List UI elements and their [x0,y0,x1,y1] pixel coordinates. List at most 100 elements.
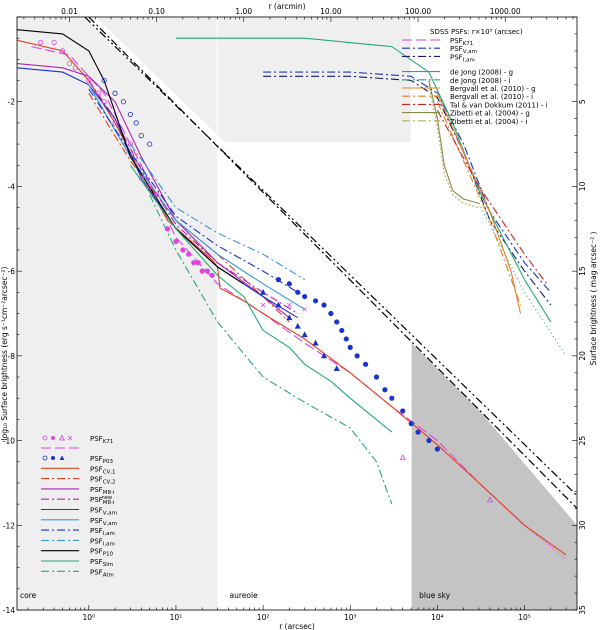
markers-k71-open-circles [38,39,160,198]
region-label-core: core [20,591,37,600]
legend-right-entry: de Jong (2008) - g [402,69,513,77]
legend-symbol-open-circle [42,435,48,441]
series-reference-line-2 [88,17,577,509]
marker-point [101,77,107,84]
marker-point [301,331,308,338]
marker-point [408,421,414,427]
legend-left-label: PSFV,am [90,507,117,517]
marker-point [373,374,380,380]
reference-lines [84,17,577,509]
legend-right-entry: Bergvall et al. (2010) - i [402,93,533,101]
legend-right-label: PSFI,am [450,53,475,63]
marker-point [127,141,133,147]
legends: PSFK71 PSFP03PSFCV,1PSFCV,2PSFM8-iPSFM8-i… [41,28,548,578]
marker-point [195,260,201,266]
marker-point [486,496,493,503]
region-label-aureole: aureole [230,591,259,600]
series-reference-line-1 [84,17,577,497]
series-psf-v-am-light- [88,84,305,310]
legend-left-entry: PSFI,am [41,537,115,547]
legend-left-entry: PSFV,am [41,517,117,527]
marker-point [173,238,179,245]
marker-point [302,306,307,312]
y-right-tick-label: 20 [578,351,587,361]
x-top-axis-title: r (arcmin) [268,2,305,11]
legend-symbol-triangle [59,455,65,460]
marker-point [199,268,205,274]
marker-point [334,319,340,325]
legend-right: SDSS PSFs: r×10³ (arcsec)PSFK71PSFV,amPS… [402,28,548,126]
marker-point [295,289,301,295]
legend-left-entry: PSFSlm [41,558,113,568]
y-left-tick-label: -6 [8,267,16,276]
legend-left-entry: PSFI,am [41,527,115,537]
legend-right-title: SDSS PSFs: r×10³ (arcsec) [430,28,523,36]
marker-point [343,336,349,342]
x-top-tick-label: 1.00 [235,7,252,16]
series-psf-i-am-blue- [88,88,305,298]
marker-point [294,322,301,329]
series-psf-m8-i [17,63,290,319]
legend-right-entry: PSFK71 [402,37,473,47]
marker-point [276,306,281,312]
series-psf-v-am-blue- [17,67,299,319]
legend-symbol-filled-circle [51,456,55,460]
marker-point [347,344,353,350]
y-left-tick-label: -12 [3,521,15,530]
marker-point [400,408,406,414]
marker-point [72,65,78,71]
x-top-tick-label: 0.10 [148,7,165,16]
marker-point [127,111,133,118]
marker-point [120,99,127,105]
legend-right-entry: Bergvall et al. (2010) - g [402,85,536,93]
legend-right-label: PSFV,am [450,45,477,55]
marker-point [112,90,118,96]
y-right-tick-label: 30 [578,520,587,530]
markers-p03-triangles [260,288,340,371]
marker-point [209,272,215,278]
x-top-tick-label: 100.00 [405,7,431,16]
region-bluesky-shade [411,330,577,610]
marker-point [275,301,282,308]
marker-point [302,293,308,300]
region-backgrounds [17,17,577,610]
legend-left-label: PSFI,am [90,527,115,537]
legend-right-label: de Jong (2008) - g [450,69,513,77]
marker-point [101,99,107,105]
legend-right-entry: Tal & van Dokkum (2011) - i [402,101,548,109]
legend-left-label: PSFP03 [90,455,114,465]
marker-point [426,437,432,444]
marker-point [321,302,327,308]
markers-p03-filled-dots [275,277,440,452]
series-tal-van-dokkum-2011-i [436,109,548,285]
marker-point [147,141,153,147]
marker-point [186,251,192,257]
marker-point [180,247,186,253]
legend-symbol-filled-circle [51,436,55,440]
marker-point [51,39,57,46]
marker-point [133,120,139,126]
legend-left: PSFK71 PSFP03PSFCV,1PSFCV,2PSFM8-iPSFM8-i… [41,434,117,578]
marker-point [389,395,395,401]
x-top-tick-label: 0.01 [61,7,78,16]
y-left-tick-label: -2 [8,98,16,107]
marker-point [59,48,66,54]
legend-left-entry: PSFCV,1 [41,465,116,475]
x-bottom-tick-label: 10⁰ [83,613,96,622]
legend-symbol-cross [67,435,73,441]
marker-point [362,361,369,367]
legend-left-entry: PSFAtm [41,568,114,578]
y-right-tick-label: 10 [578,181,587,191]
legend-left-label: PSFV,am [90,517,117,527]
series-psf-p10 [17,29,245,285]
marker-point [354,353,360,359]
legend-right-label: de Jong (2008) - i [450,77,511,85]
marker-point [287,302,292,308]
y-left-tick-label: -10 [3,437,15,446]
legend-left-entry: PSFK71 [42,434,113,445]
marker-point [38,39,44,46]
legend-left-label: PSFK71 [90,435,113,445]
legend-left-entry: PSFV,am [41,507,117,517]
legend-right-label: Zibetti et al. (2004) - i [450,118,527,126]
